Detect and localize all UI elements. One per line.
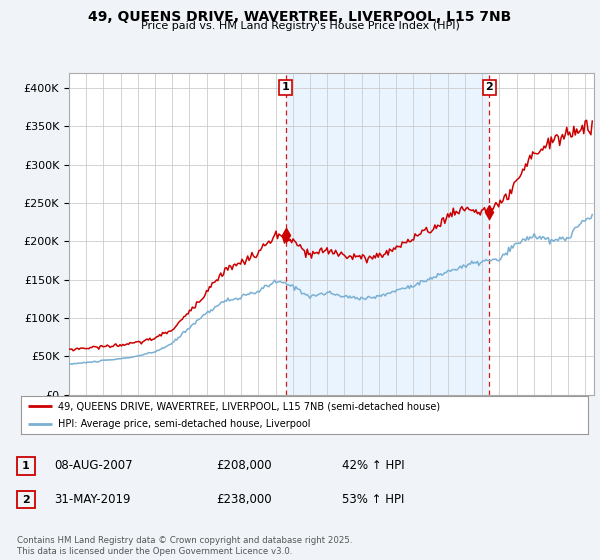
- Text: 49, QUEENS DRIVE, WAVERTREE, LIVERPOOL, L15 7NB (semi-detached house): 49, QUEENS DRIVE, WAVERTREE, LIVERPOOL, …: [58, 401, 440, 411]
- Bar: [286, 73, 490, 395]
- Text: 2: 2: [485, 82, 493, 92]
- Text: 2: 2: [22, 494, 29, 505]
- Text: 1: 1: [22, 461, 29, 471]
- Text: £208,000: £208,000: [216, 459, 272, 473]
- Text: £238,000: £238,000: [216, 493, 272, 506]
- Text: 08-AUG-2007: 08-AUG-2007: [54, 459, 133, 473]
- Text: Price paid vs. HM Land Registry's House Price Index (HPI): Price paid vs. HM Land Registry's House …: [140, 21, 460, 31]
- Text: 49, QUEENS DRIVE, WAVERTREE, LIVERPOOL, L15 7NB: 49, QUEENS DRIVE, WAVERTREE, LIVERPOOL, …: [88, 10, 512, 24]
- Text: 1: 1: [281, 82, 289, 92]
- Text: 53% ↑ HPI: 53% ↑ HPI: [342, 493, 404, 506]
- Text: 31-MAY-2019: 31-MAY-2019: [54, 493, 131, 506]
- Text: HPI: Average price, semi-detached house, Liverpool: HPI: Average price, semi-detached house,…: [58, 419, 310, 429]
- Text: Contains HM Land Registry data © Crown copyright and database right 2025.
This d: Contains HM Land Registry data © Crown c…: [17, 536, 352, 556]
- Text: 42% ↑ HPI: 42% ↑ HPI: [342, 459, 404, 473]
